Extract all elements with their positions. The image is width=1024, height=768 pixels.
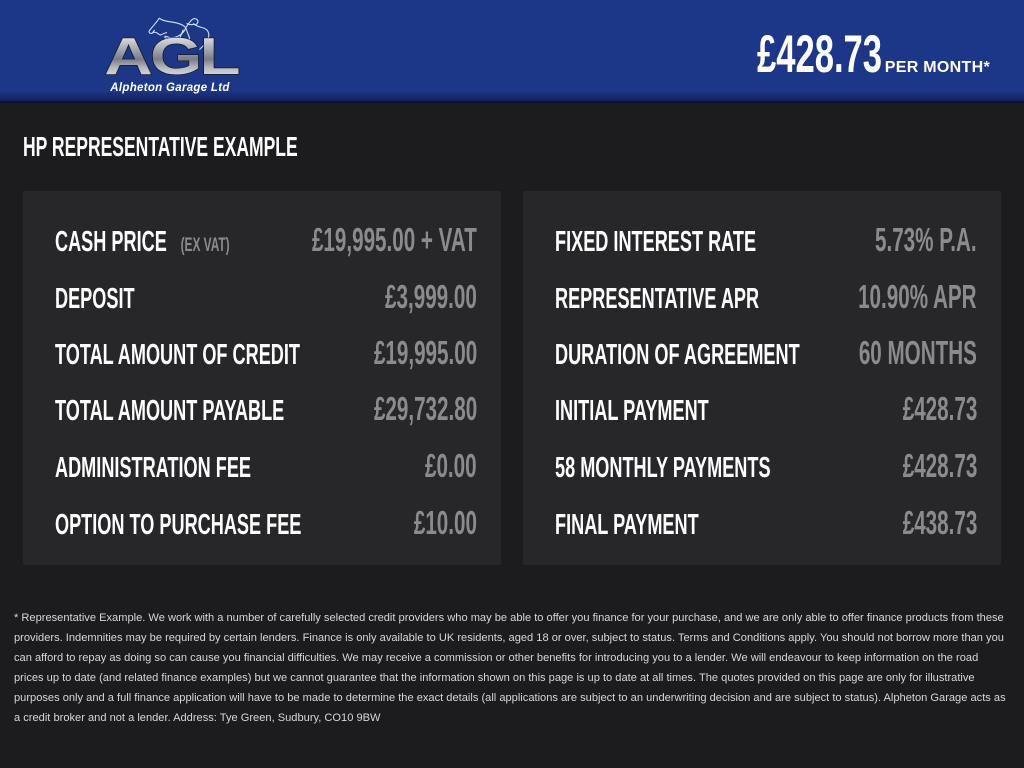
- svg-text:AGL: AGL: [104, 27, 238, 85]
- svg-text:Alpheton Garage Ltd: Alpheton Garage Ltd: [109, 82, 230, 94]
